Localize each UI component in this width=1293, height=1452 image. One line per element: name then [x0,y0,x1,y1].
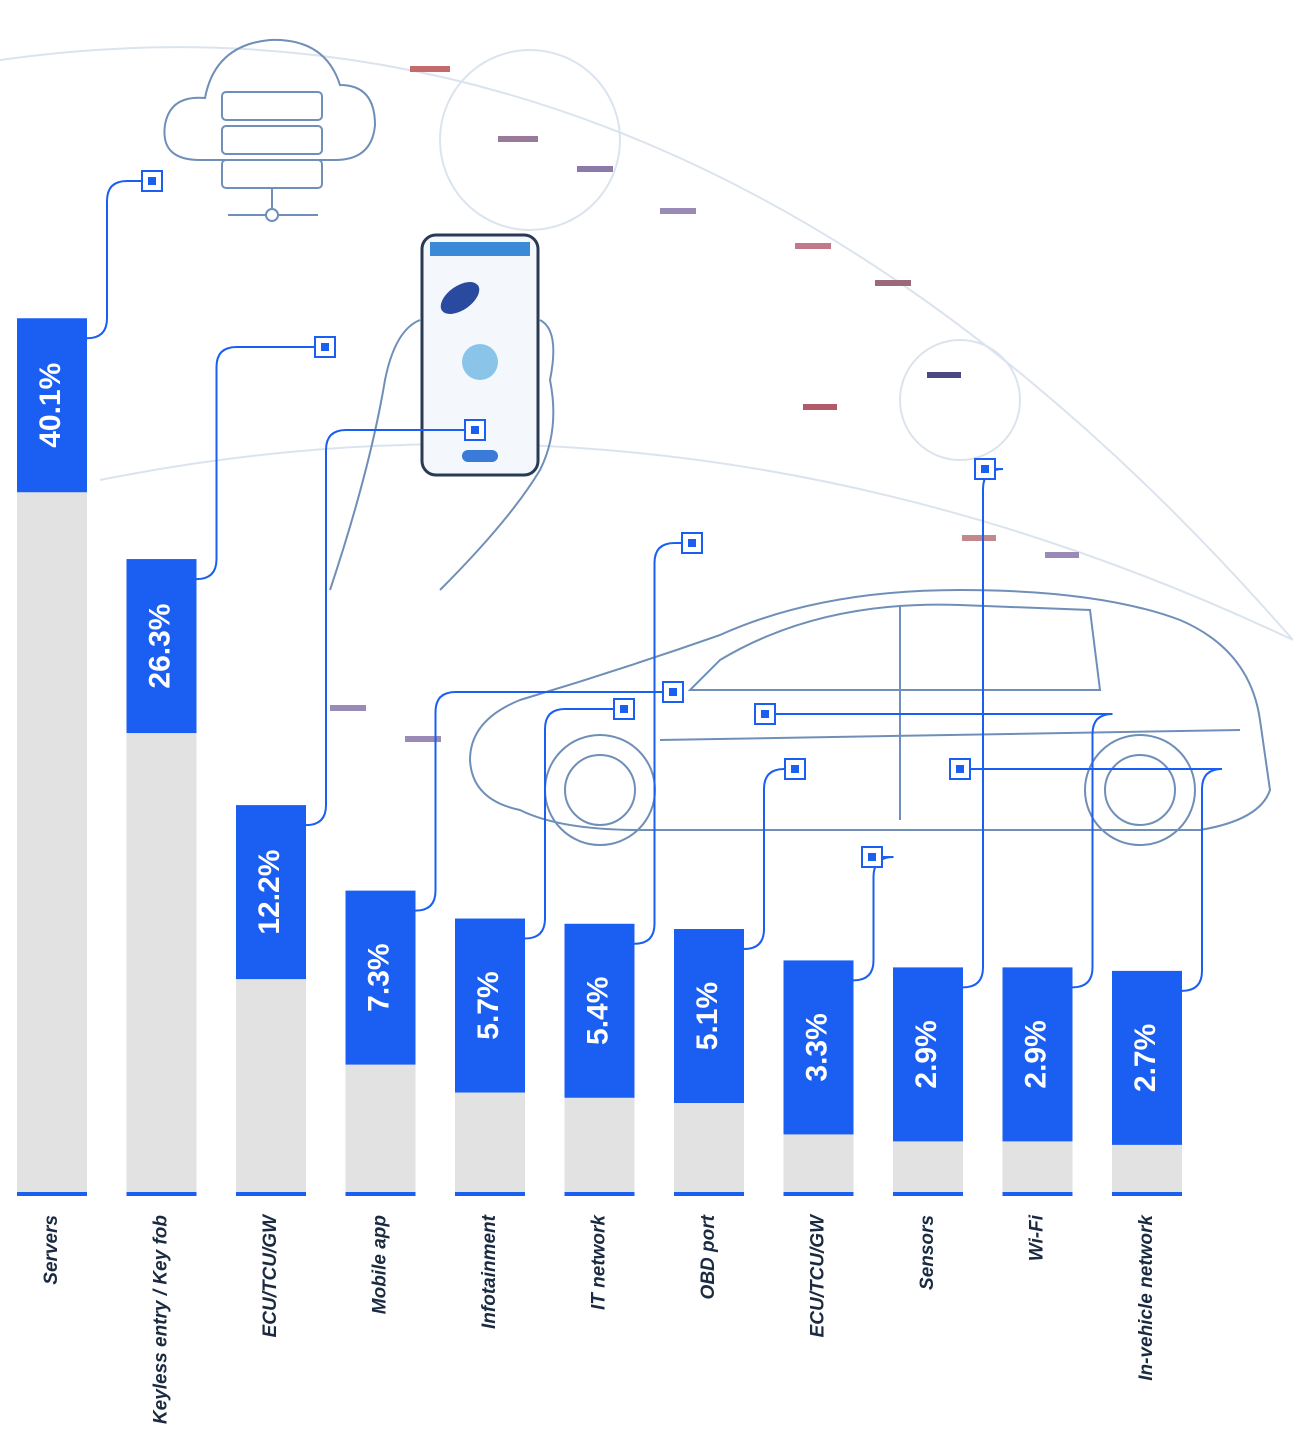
x-tick-label: Sensors [917,1215,938,1290]
bar [17,318,87,493]
x-tick-label: ECU/TCU/GW [808,1213,829,1338]
bar [126,559,197,734]
connector-dot [620,705,628,713]
bar-stem [1002,1141,1073,1192]
x-tick-label: Infotainment [479,1214,500,1329]
bar-stem [783,1134,854,1192]
baseline [236,1192,306,1196]
car-illustration [468,588,1272,846]
bar [1112,970,1182,1145]
baseline [1002,1192,1073,1196]
connector [634,542,692,945]
connector-dot [471,426,479,434]
background-decoration [0,46,1293,742]
bar [893,967,963,1142]
baseline [674,1192,744,1196]
baseline [783,1192,854,1196]
bar [564,923,635,1098]
baseline [17,1192,87,1196]
bar-stem [126,733,197,1192]
x-tick-label: Keyless entry / Key fob [151,1215,172,1424]
x-tick-label: In-vehicle network [1136,1214,1157,1381]
value-label: 3.3% [800,1013,833,1081]
connector-dot [956,765,964,773]
cloud-icon [163,38,377,222]
x-tick-label: OBD port [698,1214,719,1299]
x-tick-label: ECU/TCU/GW [260,1213,281,1338]
x-tick-label: Servers [41,1215,62,1285]
bar [1002,967,1073,1142]
connector-dot [791,765,799,773]
connector-dot [321,343,329,351]
baseline [1112,1192,1182,1196]
value-label: 5.4% [581,977,614,1045]
baseline [564,1192,635,1196]
connector [765,713,1113,989]
x-tick-label: IT network [589,1214,610,1310]
bar [455,918,525,1093]
baseline [126,1192,197,1196]
x-tick-label: Wi-Fi [1027,1214,1048,1261]
connector [743,768,795,951]
bar-stem [674,1103,744,1192]
baseline [455,1192,525,1196]
value-label: 5.7% [472,971,505,1039]
baseline [345,1192,416,1196]
phone-icon [329,233,555,591]
bar-stem [893,1141,963,1192]
connector [962,468,1004,989]
connector [305,429,475,827]
connector [853,856,894,982]
value-label: 26.3% [143,604,176,689]
bar-stem [455,1092,525,1192]
connector-dot [148,177,156,185]
value-label: 2.9% [910,1020,943,1088]
connector-dot [981,465,989,473]
bar-stem [564,1097,635,1192]
value-label: 2.9% [1019,1020,1052,1088]
connector [960,768,1223,992]
bar [236,805,306,980]
value-label: 7.3% [362,943,395,1011]
baseline [893,1192,963,1196]
connector-dot [688,539,696,547]
connector-dot [868,853,876,861]
bar-stem [236,979,306,1192]
connector [415,691,673,912]
bar-stem [1112,1144,1182,1192]
connector [196,346,325,581]
bar [674,929,744,1104]
bar-stem [345,1064,416,1192]
x-tick-label: Mobile app [370,1215,391,1314]
connector [86,180,152,340]
value-label: 40.1% [34,363,67,448]
connector-dot [669,688,677,696]
connector-dot [761,710,769,718]
value-label: 2.7% [1129,1024,1162,1092]
connector [524,708,624,940]
bar [345,890,416,1065]
value-label: 12.2% [253,850,286,935]
value-label: 5.1% [691,982,724,1050]
bar-stem [17,492,87,1192]
bar [783,960,854,1135]
